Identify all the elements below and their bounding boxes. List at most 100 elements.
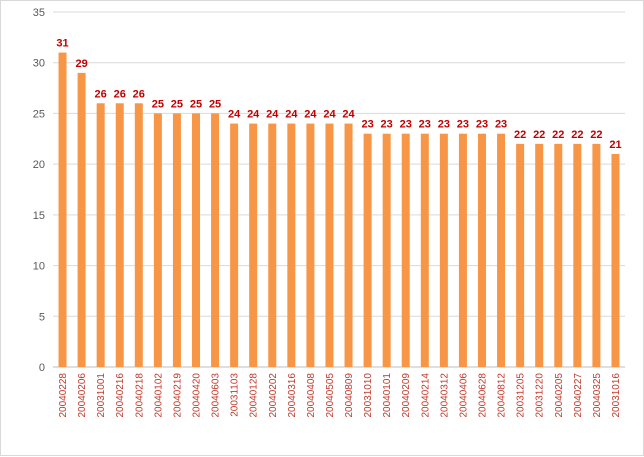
data-label: 24	[285, 109, 298, 121]
y-tick-label: 20	[33, 159, 45, 171]
bar	[516, 143, 525, 367]
x-tick-label: 20031001	[96, 373, 107, 418]
bar	[363, 133, 372, 367]
bar	[420, 133, 429, 367]
bar	[77, 72, 86, 367]
data-label: 26	[133, 88, 145, 100]
data-label: 24	[342, 109, 355, 121]
bar	[153, 113, 162, 367]
x-tick-label: 20031220	[535, 373, 546, 418]
x-tick-label: 20040420	[192, 373, 203, 418]
x-tick-label: 20040628	[478, 373, 489, 418]
bar	[382, 133, 391, 367]
bar	[478, 133, 486, 367]
y-tick-label: 5	[39, 311, 45, 323]
data-label: 24	[266, 109, 279, 121]
x-tick-label: 20040316	[287, 373, 298, 418]
x-tick-label: 20040809	[344, 373, 355, 418]
x-tick-label: 20031205	[516, 373, 527, 418]
data-label: 25	[171, 98, 183, 110]
bars	[58, 52, 620, 368]
gridlines	[53, 11, 625, 368]
data-labels: 31 29 26 26 26 25 25 25 25 24 24 24 24 24 24 24 23 23 23 23…	[56, 38, 621, 151]
data-label: 22	[533, 129, 545, 141]
x-tick-label: 20040227	[573, 373, 584, 418]
x-tick-label: 20031010	[363, 373, 374, 418]
bar	[172, 113, 181, 367]
bar	[115, 103, 124, 368]
bar	[268, 123, 277, 367]
x-tick-label: 20040812	[497, 373, 508, 418]
bar	[306, 123, 315, 367]
x-tick-label: 20031016	[611, 373, 622, 418]
y-tick-label: 25	[33, 108, 45, 120]
x-tick-label: 20040209	[401, 373, 412, 418]
x-tick-label: 20031103	[230, 373, 241, 417]
bar	[230, 123, 239, 367]
bar	[535, 143, 544, 367]
y-tick-label: 10	[33, 261, 45, 273]
x-tick-label: 20040325	[592, 373, 603, 418]
y-tick-label: 30	[33, 58, 45, 70]
data-label: 31	[56, 38, 68, 50]
x-tick-label: 20040206	[77, 373, 88, 418]
y-axis: 0 5 10 15 20 25 30 35	[33, 7, 45, 374]
bar	[325, 123, 334, 367]
data-label: 23	[495, 119, 507, 131]
data-label: 24	[323, 109, 336, 121]
data-label: 24	[304, 109, 317, 121]
y-tick-label: 35	[33, 7, 45, 19]
data-label: 24	[228, 109, 241, 121]
x-tick-label: 20040102	[153, 373, 164, 418]
bar	[134, 103, 143, 368]
x-tick-label: 20040228	[58, 373, 69, 418]
bar	[592, 143, 601, 367]
bar	[287, 123, 296, 367]
data-label: 21	[609, 139, 621, 151]
x-tick-label: 20040128	[249, 373, 260, 418]
y-tick-label: 15	[33, 210, 45, 222]
bar	[58, 52, 67, 367]
data-label: 23	[400, 119, 412, 131]
data-label: 29	[75, 58, 87, 70]
x-tick-label: 20040219	[172, 373, 183, 418]
data-label: 26	[114, 88, 126, 100]
data-label: 25	[152, 98, 164, 110]
x-tick-label: 20040218	[134, 373, 145, 418]
bar	[211, 113, 220, 367]
bar	[611, 154, 620, 367]
bar	[458, 133, 467, 367]
bar	[96, 103, 105, 368]
data-label: 22	[590, 129, 602, 141]
x-tick-label: 20040603	[211, 373, 222, 418]
data-label: 25	[209, 98, 221, 110]
x-tick-label: 20040202	[268, 373, 279, 418]
data-label: 22	[514, 129, 526, 141]
y-tick-label: 0	[39, 362, 45, 374]
bar	[497, 133, 506, 367]
data-label: 24	[247, 109, 260, 121]
bar	[439, 133, 448, 367]
x-tick-label: 20040214	[420, 373, 431, 418]
x-axis: 20040228 20040206 20031001 20040216 20040218…	[58, 373, 622, 418]
data-label: 23	[419, 119, 431, 131]
x-tick-label: 20040408	[306, 373, 317, 418]
data-label: 22	[571, 129, 583, 141]
bar	[192, 113, 200, 367]
data-label: 23	[457, 119, 469, 131]
x-tick-label: 20040505	[325, 373, 336, 418]
x-tick-label: 20040312	[439, 373, 450, 418]
bar	[344, 123, 353, 367]
data-label: 23	[381, 119, 393, 131]
data-label: 23	[438, 119, 450, 131]
data-label: 22	[552, 129, 564, 141]
x-tick-label: 20040216	[115, 373, 126, 418]
data-label: 25	[190, 98, 202, 110]
data-label: 23	[361, 119, 373, 131]
x-tick-label: 20040406	[458, 373, 469, 418]
bar	[249, 123, 258, 367]
bar	[573, 143, 582, 367]
data-label: 26	[95, 88, 107, 100]
